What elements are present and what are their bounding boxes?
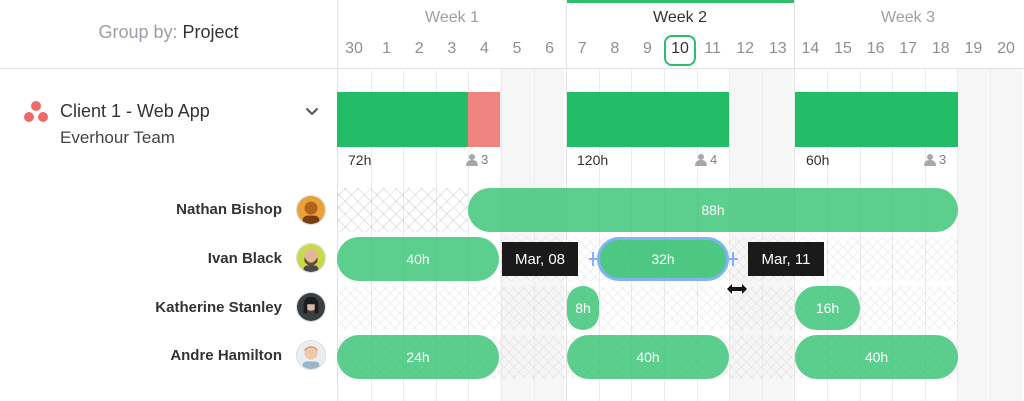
day-number: 17 [899,40,918,57]
day-number: 1 [382,40,392,57]
unavailable-time [337,188,468,232]
day-grid-line [860,69,861,401]
day-grid-line [957,69,958,401]
day-number: 9 [642,40,652,57]
group-by-selector[interactable]: Group by: Project [0,22,337,43]
day-grid-line [534,69,535,401]
member-name: Katherine Stanley [155,299,282,316]
weekend-column [500,69,532,401]
day-number: 20 [997,40,1015,57]
weekend-column [729,69,761,401]
person-icon [695,153,707,166]
day-number: 18 [931,40,950,57]
allocation-bar[interactable]: 40h [567,335,729,379]
week-people: 4 [695,152,717,167]
day-grid-line [892,69,893,401]
free-time [337,286,958,330]
member-name: Ivan Black [207,250,282,267]
day-number: 13 [768,40,787,57]
chevron-down-icon[interactable] [303,102,321,120]
avatar[interactable] [296,292,326,322]
day-number: 12 [736,40,755,57]
allocation-bar[interactable]: 40h [795,335,958,379]
allocation-bar[interactable]: 88h [468,188,958,232]
day-grid-line [631,69,632,401]
allocation-bar[interactable]: 8h [567,286,599,330]
day-grid-line [664,69,665,401]
day-number: 3 [447,40,457,57]
end-date-tooltip: Mar, 11 [748,242,824,276]
day-number: 14 [801,40,820,57]
project-week-block[interactable] [795,92,958,147]
current-week-indicator [567,0,794,3]
day-number: 7 [577,40,587,57]
project-week-block[interactable] [337,92,468,147]
week-1-label: Week 1 [425,9,479,26]
day-grid-line [729,69,730,401]
weekend-column [761,69,793,401]
project-title[interactable]: Client 1 - Web App [60,101,210,121]
week-2-label: Week 2 [653,9,707,26]
day-grid-line [762,69,763,401]
group-by-value[interactable]: Project [182,22,239,42]
weekend-column [532,69,564,401]
allocation-bar[interactable]: 16h [795,286,860,330]
day-number: 30 [345,40,363,57]
day-grid-line [925,69,926,401]
week-hours: 120h [577,152,609,168]
day-grid-line [436,69,437,401]
day-number: 10 [671,40,689,57]
day-number: 16 [866,40,885,57]
day-number: 2 [414,40,424,57]
allocation-bar[interactable]: 24h [337,335,499,379]
resize-handle-left[interactable] [589,252,598,266]
day-number: 6 [545,40,555,57]
allocation-bar-selected[interactable]: 32h [597,237,729,281]
day-number: 5 [512,40,522,57]
person-icon [466,153,478,166]
resize-cursor-icon [727,284,747,294]
day-number: 8 [610,40,620,57]
asana-dots-icon [24,101,48,123]
people-count: 3 [481,152,489,167]
day-grid-line [501,69,502,401]
people-count: 3 [939,152,947,167]
header-divider [0,68,1024,69]
project-team: Everhour Team [60,128,175,147]
allocation-bar[interactable]: 40h [337,237,499,281]
avatar[interactable] [296,195,326,225]
day-grid-line [468,69,469,401]
member-name: Nathan Bishop [176,201,282,218]
day-number: 19 [964,40,983,57]
day-grid-line [371,69,372,401]
day-grid-line [599,69,600,401]
over-budget-block[interactable] [468,92,500,147]
start-date-tooltip: Mar, 08 [502,242,578,276]
week-hours: 72h [348,152,372,168]
day-number: 15 [834,40,852,57]
day-number: 4 [479,40,489,57]
resize-handle-right[interactable] [729,252,738,266]
week-hours: 60h [806,152,830,168]
weekend-column [958,69,990,401]
people-count: 4 [710,152,718,167]
week-people: 3 [466,152,488,167]
day-grid-line [990,69,991,401]
day-grid-line [697,69,698,401]
week-3-label: Week 3 [881,9,935,26]
today-marker [664,35,696,66]
member-name: Andre Hamilton [170,347,282,364]
sidebar-divider [337,0,338,401]
weekend-column [990,69,1022,401]
day-grid-line [827,69,828,401]
day-grid-line [403,69,404,401]
avatar[interactable] [296,340,326,370]
avatar[interactable] [296,243,326,273]
week-people: 3 [924,152,946,167]
project-week-block[interactable] [567,92,729,147]
group-by-label: Group by: [98,22,178,42]
day-number: 11 [704,40,721,57]
person-icon [924,153,936,166]
